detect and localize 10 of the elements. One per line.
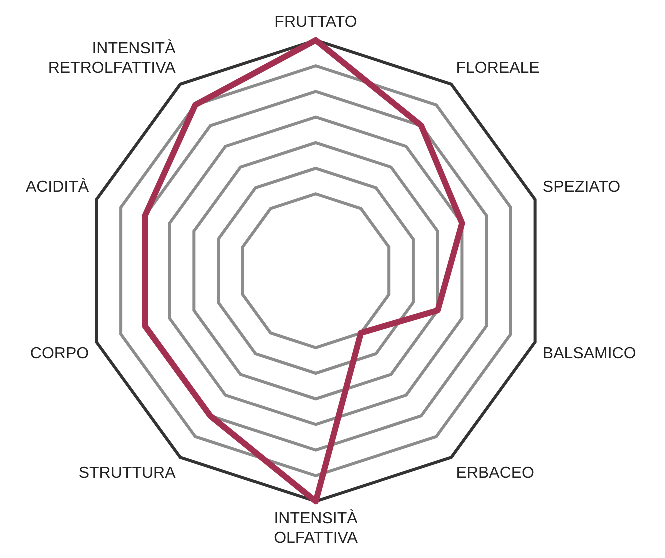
spoke-label: CORPO — [30, 346, 90, 363]
spoke-label: ERBACEO — [456, 465, 534, 482]
spoke-label: BALSAMICO — [542, 346, 636, 363]
spoke-label: STRUTTURA — [78, 465, 176, 482]
spoke-label: INTENSITÀ OLFATTIVA — [274, 510, 358, 547]
spoke-label: SPEZIATO — [542, 179, 621, 196]
spoke-label: FLOREALE — [456, 60, 540, 77]
spoke-label: FRUTTATO — [274, 14, 358, 32]
spoke-label: ACIDITÀ — [26, 178, 90, 196]
spoke-label: INTENSITÀ RETROLFATTIVA — [48, 40, 176, 77]
